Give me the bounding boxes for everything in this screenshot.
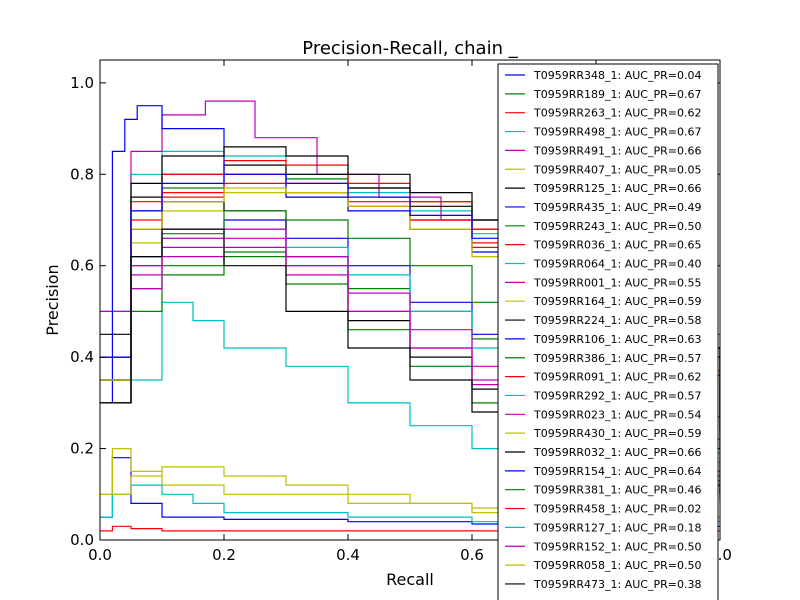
legend-label-12: T0959RR164_1: AUC_PR=0.59 (533, 295, 701, 308)
x-axis-label: Recall (386, 570, 434, 589)
legend-label-20: T0959RR032_1: AUC_PR=0.66 (533, 446, 701, 459)
legend-label-6: T0959RR125_1: AUC_PR=0.66 (533, 182, 701, 195)
series-line-23 (100, 525, 720, 532)
x-tick-label-2: 0.4 (336, 546, 360, 564)
legend-label-23: T0959RR458_1: AUC_PR=0.02 (533, 503, 701, 516)
legend-label-22: T0959RR381_1: AUC_PR=0.46 (533, 484, 701, 497)
legend-box (497, 63, 719, 600)
legend-label-3: T0959RR498_1: AUC_PR=0.67 (533, 126, 701, 139)
legend-label-8: T0959RR243_1: AUC_PR=0.50 (533, 220, 701, 233)
legend-label-4: T0959RR491_1: AUC_PR=0.66 (533, 144, 701, 157)
legend-label-21: T0959RR154_1: AUC_PR=0.64 (533, 465, 701, 478)
legend-label-1: T0959RR189_1: AUC_PR=0.67 (533, 88, 701, 101)
y-tick-label-0: 0.0 (70, 531, 94, 549)
legend-label-13: T0959RR224_1: AUC_PR=0.58 (533, 314, 701, 327)
legend-label-19: T0959RR430_1: AUC_PR=0.59 (533, 427, 701, 440)
legend-label-7: T0959RR435_1: AUC_PR=0.49 (533, 201, 701, 214)
x-tick-label-1: 0.2 (212, 546, 236, 564)
legend-label-17: T0959RR292_1: AUC_PR=0.57 (533, 389, 701, 402)
legend-label-15: T0959RR386_1: AUC_PR=0.57 (533, 352, 701, 365)
legend-label-0: T0959RR348_1: AUC_PR=0.04 (533, 69, 701, 82)
legend-label-27: T0959RR473_1: AUC_PR=0.38 (533, 578, 701, 591)
legend-label-24: T0959RR127_1: AUC_PR=0.18 (533, 521, 701, 534)
plot-area-frame (99, 59, 721, 541)
x-tick-label-3: 0.6 (460, 546, 484, 564)
legend-label-10: T0959RR064_1: AUC_PR=0.40 (533, 258, 701, 271)
legend-label-5: T0959RR407_1: AUC_PR=0.05 (533, 163, 701, 176)
legend-label-26: T0959RR058_1: AUC_PR=0.50 (533, 559, 701, 572)
y-tick-label-3: 0.6 (70, 257, 94, 275)
legend-label-9: T0959RR036_1: AUC_PR=0.65 (533, 239, 701, 252)
y-tick-label-1: 0.2 (70, 440, 94, 458)
legend-label-2: T0959RR263_1: AUC_PR=0.62 (533, 107, 701, 120)
y-tick-label-2: 0.4 (70, 348, 94, 366)
legend-label-14: T0959RR106_1: AUC_PR=0.63 (533, 333, 701, 346)
x-tick-label-0: 0.0 (88, 546, 112, 564)
chart-title: Precision-Recall, chain _ (302, 38, 518, 59)
legend-label-18: T0959RR023_1: AUC_PR=0.54 (533, 408, 701, 421)
legend-label-25: T0959RR152_1: AUC_PR=0.50 (533, 540, 701, 553)
y-tick-label-4: 0.8 (70, 165, 94, 183)
y-axis-label: Precision (43, 264, 62, 335)
legend-label-11: T0959RR001_1: AUC_PR=0.55 (533, 276, 701, 289)
chart-legend: T0959RR348_1: AUC_PR=0.04 T0959RR189_1: A… (497, 63, 719, 600)
legend-label-16: T0959RR091_1: AUC_PR=0.62 (533, 371, 701, 384)
y-tick-label-5: 1.0 (70, 74, 94, 92)
